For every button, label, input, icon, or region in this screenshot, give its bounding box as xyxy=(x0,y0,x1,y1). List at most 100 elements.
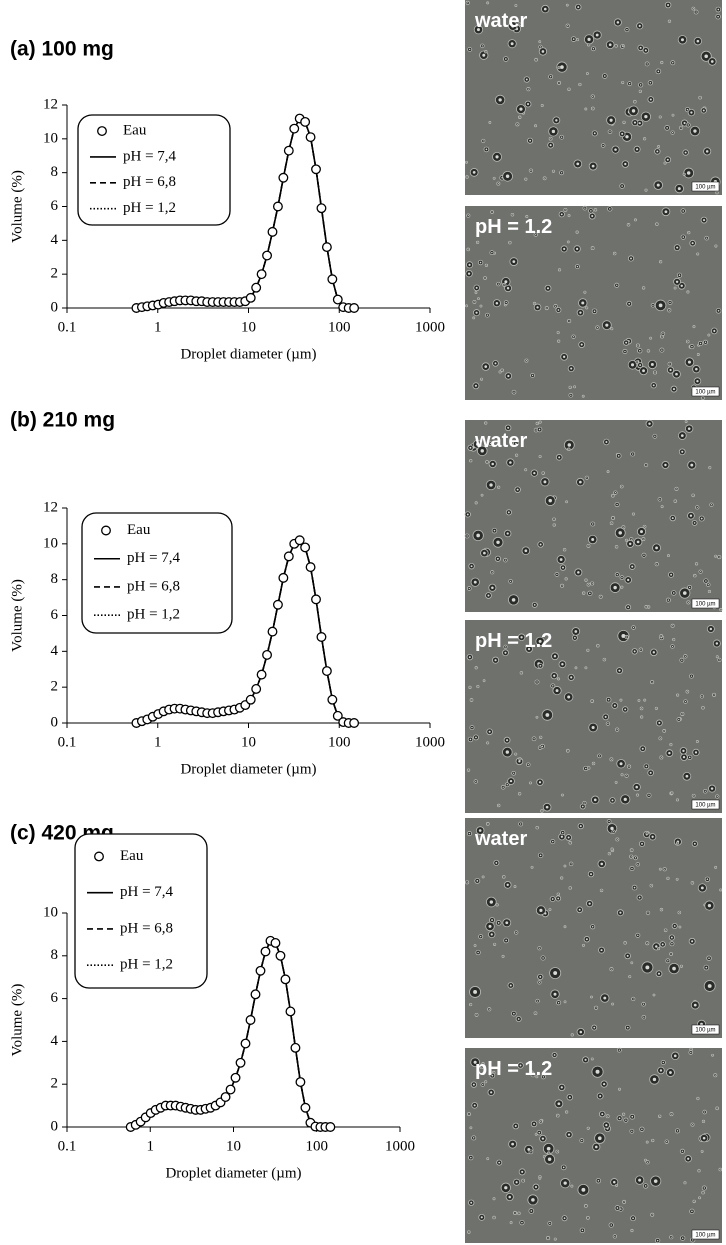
data-point xyxy=(270,938,281,948)
droplet-highlight xyxy=(539,421,541,423)
droplet-highlight xyxy=(545,805,549,809)
droplet-highlight xyxy=(613,585,617,590)
droplet-highlight xyxy=(687,291,689,293)
droplet-highlight xyxy=(603,1082,606,1086)
droplet-highlight xyxy=(637,794,638,796)
droplet-highlight xyxy=(693,1003,697,1007)
droplet-highlight xyxy=(686,171,691,175)
droplet-highlight xyxy=(640,530,643,534)
droplet-highlight xyxy=(611,522,613,524)
droplet-highlight xyxy=(549,144,552,147)
droplet-highlight xyxy=(558,340,560,342)
y-tick-label: 8 xyxy=(51,164,59,180)
droplet-highlight xyxy=(666,1141,668,1143)
droplet-highlight xyxy=(494,362,497,365)
droplet-highlight xyxy=(670,1113,673,1115)
droplet-highlight xyxy=(655,945,658,948)
droplet-highlight xyxy=(624,350,626,353)
droplet-highlight xyxy=(551,898,554,900)
droplet-highlight xyxy=(640,649,642,651)
droplet-highlight xyxy=(473,990,478,994)
droplet-highlight xyxy=(568,448,570,450)
droplet-highlight xyxy=(567,695,571,699)
droplet-highlight xyxy=(703,1187,706,1189)
droplet-highlight xyxy=(674,287,676,289)
droplet-highlight xyxy=(579,311,582,314)
scale-label: 100 µm xyxy=(695,390,715,396)
droplet-highlight xyxy=(712,1054,713,1056)
droplet-highlight xyxy=(485,1081,487,1083)
scale-bar xyxy=(691,1229,720,1240)
droplet-highlight xyxy=(562,566,564,569)
droplet-highlight xyxy=(563,247,566,251)
droplet-highlight xyxy=(644,138,646,140)
droplet-highlight xyxy=(557,1102,561,1106)
droplet-highlight xyxy=(623,797,627,802)
droplet-highlight xyxy=(585,667,587,669)
droplet-highlight xyxy=(666,158,669,161)
droplet-highlight xyxy=(662,333,664,335)
droplet-highlight xyxy=(529,139,532,142)
droplet-highlight xyxy=(582,395,584,397)
droplet-highlight xyxy=(585,938,588,941)
droplet-highlight xyxy=(637,863,639,865)
droplet-highlight xyxy=(587,73,588,74)
droplet-highlight xyxy=(536,681,538,683)
droplet-highlight xyxy=(715,642,719,645)
droplet-highlight xyxy=(720,889,722,891)
x-tick-label: 1000 xyxy=(415,319,445,335)
y-tick-label: 4 xyxy=(51,643,59,659)
droplet-highlight xyxy=(616,284,618,287)
droplet-highlight xyxy=(659,1069,663,1072)
droplet-highlight xyxy=(655,546,658,550)
droplet-highlight xyxy=(475,667,477,669)
droplet-highlight xyxy=(480,1216,483,1219)
droplet-highlight xyxy=(474,945,476,946)
droplet-highlight xyxy=(643,554,645,557)
droplet-highlight xyxy=(553,655,557,658)
droplet-highlight xyxy=(601,889,602,891)
y-tick-label: 4 xyxy=(51,1033,59,1049)
droplet-highlight xyxy=(609,208,611,210)
droplet-highlight xyxy=(714,1074,716,1076)
droplet-highlight xyxy=(705,966,708,969)
droplet-highlight xyxy=(684,655,686,657)
droplet-highlight xyxy=(567,1133,571,1136)
droplet-highlight xyxy=(558,82,560,84)
droplet-highlight xyxy=(630,363,635,367)
droplet-highlight xyxy=(591,926,594,928)
droplet-highlight xyxy=(659,1115,661,1117)
droplet-highlight xyxy=(635,219,636,221)
droplet-highlight xyxy=(646,942,648,944)
droplet-highlight xyxy=(470,565,473,568)
droplet-highlight xyxy=(626,954,629,957)
data-point xyxy=(230,1072,241,1083)
data-point xyxy=(245,292,256,303)
droplet-highlight xyxy=(593,798,597,802)
droplet-highlight xyxy=(623,1201,625,1203)
scale-label: 100 µm xyxy=(695,1028,715,1034)
droplet-highlight xyxy=(579,1030,583,1034)
legend-label: Eau xyxy=(120,848,144,864)
droplet-highlight xyxy=(678,718,680,721)
droplet-highlight xyxy=(556,573,558,576)
droplet-highlight xyxy=(649,771,652,774)
droplet-highlight xyxy=(521,1221,523,1224)
droplet-highlight xyxy=(590,210,592,212)
droplet-highlight xyxy=(688,586,691,589)
droplet-highlight xyxy=(672,625,674,627)
droplet-highlight xyxy=(661,943,664,946)
droplet-highlight xyxy=(645,189,647,191)
droplet-highlight xyxy=(702,1136,706,1140)
droplet-highlight xyxy=(715,555,717,557)
droplet-highlight xyxy=(482,140,484,142)
droplet-highlight xyxy=(544,642,546,643)
droplet-highlight xyxy=(671,792,673,794)
droplet-highlight xyxy=(652,304,654,306)
droplet-highlight xyxy=(576,162,580,166)
droplet-highlight xyxy=(514,1212,516,1214)
x-axis-label: Droplet diameter (µm) xyxy=(165,1165,301,1181)
droplet-highlight xyxy=(614,253,616,254)
droplet-highlight xyxy=(484,277,486,279)
